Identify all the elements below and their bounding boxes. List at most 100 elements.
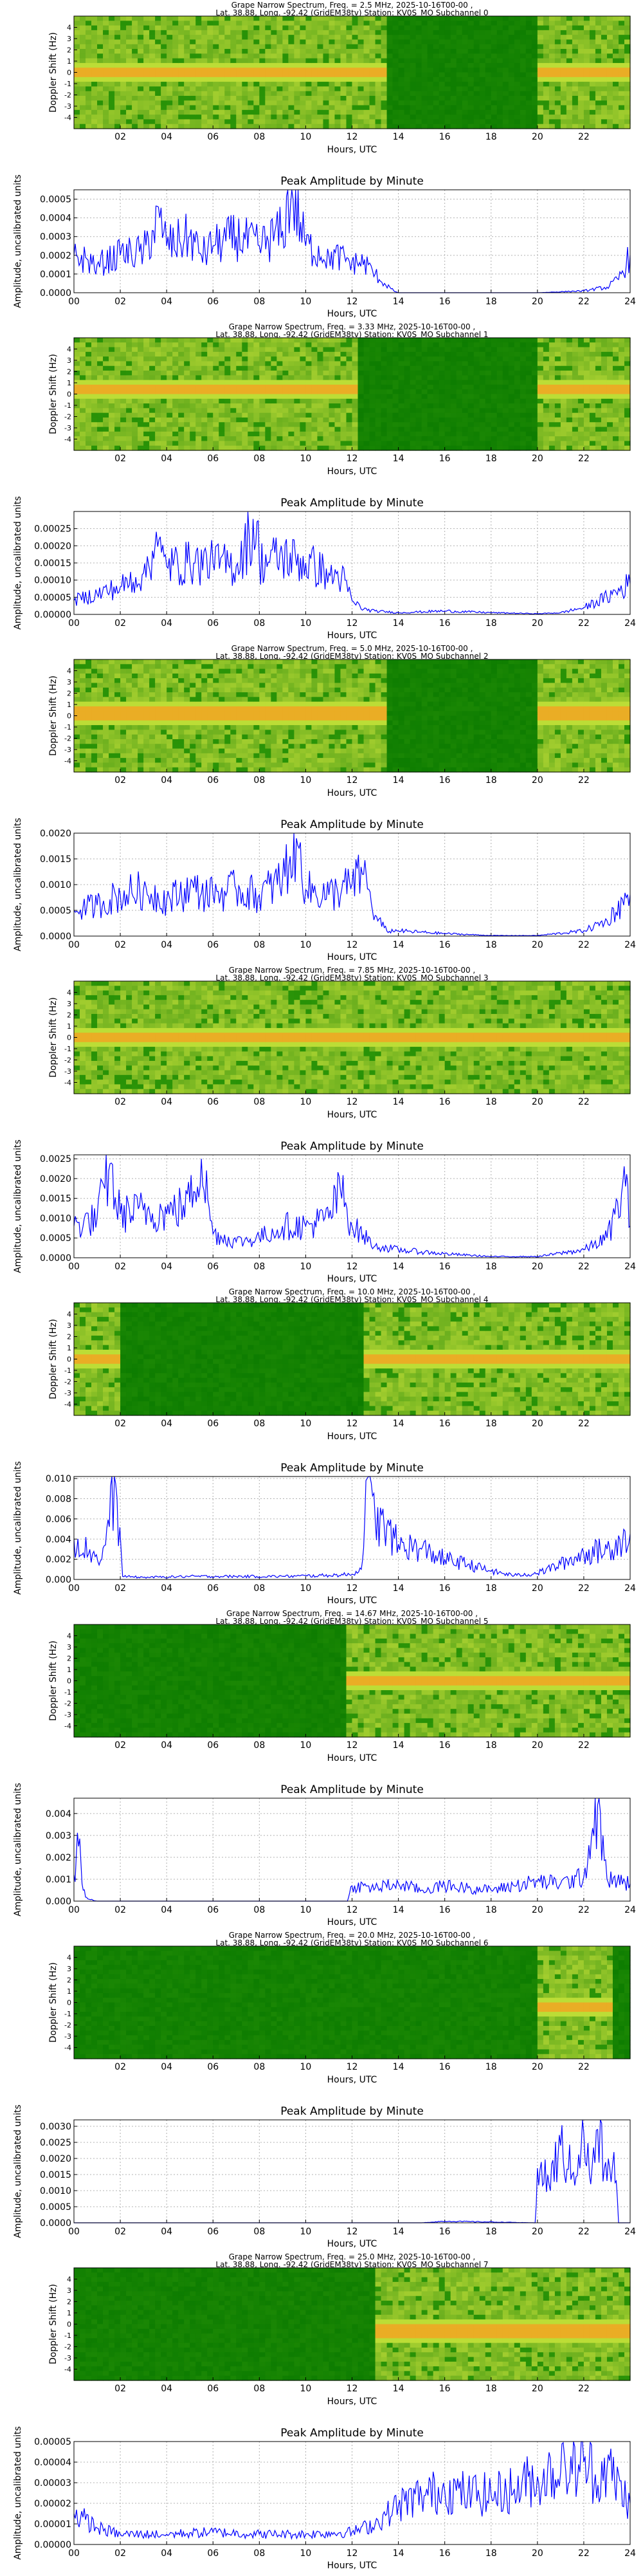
- heat-cell: [526, 375, 532, 380]
- heat-cell: [120, 347, 127, 353]
- heat-cell: [462, 44, 469, 50]
- heat-cell: [300, 124, 306, 129]
- heat-cell: [590, 73, 596, 78]
- heat-cell: [370, 403, 376, 409]
- heat-cell: [462, 26, 469, 31]
- heat-cell: [457, 106, 463, 111]
- heat-cell: [410, 361, 417, 366]
- heat-cell: [549, 413, 556, 418]
- heat-cell: [114, 68, 121, 73]
- heat-cell: [288, 63, 294, 68]
- heat-cell: [311, 59, 318, 64]
- spec-ytick-label: 1: [67, 379, 71, 387]
- heat-cell: [103, 30, 109, 35]
- heat-cell: [190, 418, 196, 423]
- heat-cell: [323, 59, 329, 64]
- heat-cell: [311, 124, 318, 129]
- heat-cell: [503, 16, 509, 21]
- heat-cell: [253, 49, 260, 54]
- heat-cell: [462, 68, 469, 73]
- heat-cell: [532, 106, 538, 111]
- heat-cell: [566, 408, 573, 413]
- heat-cell: [584, 418, 590, 423]
- heat-cell: [248, 413, 254, 418]
- heat-cell: [317, 427, 323, 432]
- heat-cell: [376, 26, 382, 31]
- heat-cell: [97, 96, 104, 101]
- heat-cell: [103, 394, 109, 400]
- heat-cell: [114, 16, 121, 21]
- heat-cell: [393, 21, 399, 26]
- heat-cell: [103, 753, 109, 759]
- heat-cell: [80, 688, 86, 693]
- heat-cell: [190, 436, 196, 441]
- heat-cell: [86, 669, 92, 674]
- heat-cell: [526, 26, 532, 31]
- heat-cell: [213, 338, 219, 343]
- heat-cell: [300, 446, 306, 451]
- heat-cell: [451, 408, 457, 413]
- heat-cell: [109, 63, 115, 68]
- heat-cell: [190, 91, 196, 97]
- heat-cell: [155, 16, 161, 21]
- heat-cell: [491, 30, 498, 35]
- heat-cell: [201, 77, 208, 82]
- heat-cell: [103, 342, 109, 347]
- heat-cell: [138, 39, 144, 44]
- heat-cell: [457, 115, 463, 120]
- heat-cell: [91, 119, 98, 124]
- heat-cell: [370, 59, 376, 64]
- heat-cell: [352, 427, 359, 432]
- heat-cell: [132, 385, 138, 390]
- heat-cell: [265, 77, 271, 82]
- heat-cell: [393, 371, 399, 376]
- heat-cell: [236, 16, 242, 21]
- heat-cell: [514, 399, 521, 404]
- heat-cell: [624, 418, 631, 423]
- heat-cell: [155, 30, 161, 35]
- heat-cell: [132, 356, 138, 362]
- heat-cell: [491, 352, 498, 357]
- heat-cell: [503, 44, 509, 50]
- heat-cell: [80, 697, 86, 702]
- heat-cell: [201, 347, 208, 353]
- heat-cell: [213, 385, 219, 390]
- heat-cell: [497, 389, 503, 394]
- heat-cell: [595, 63, 602, 68]
- heat-cell: [399, 399, 405, 404]
- heat-cell: [265, 427, 271, 432]
- heat-cell: [451, 342, 457, 347]
- heat-cell: [433, 371, 440, 376]
- heat-cell: [259, 361, 266, 366]
- heat-cell: [346, 35, 352, 40]
- heat-cell: [387, 119, 394, 124]
- heat-cell: [334, 403, 341, 409]
- heat-cell: [457, 35, 463, 40]
- amp-ytick-label: 0.0002: [40, 251, 71, 261]
- heat-cell: [404, 342, 411, 347]
- heat-cell: [190, 356, 196, 362]
- heat-cell: [532, 375, 538, 380]
- heat-cell: [149, 427, 156, 432]
- heat-cell: [624, 63, 631, 68]
- heat-cell: [294, 441, 300, 446]
- heat-cell: [503, 119, 509, 124]
- heat-cell: [114, 44, 121, 50]
- heat-cell: [376, 86, 382, 91]
- heat-cell: [381, 366, 388, 371]
- heat-cell: [248, 347, 254, 353]
- heat-cell: [393, 106, 399, 111]
- heat-cell: [340, 356, 347, 362]
- heat-cell: [566, 347, 573, 353]
- heat-cell: [259, 35, 266, 40]
- heat-cell: [451, 91, 457, 97]
- heat-cell: [503, 110, 509, 115]
- heat-cell: [288, 53, 294, 59]
- heat-cell: [468, 338, 475, 343]
- heat-cell: [213, 96, 219, 101]
- heat-cell: [120, 63, 127, 68]
- heat-cell: [172, 436, 179, 441]
- heat-cell: [462, 356, 469, 362]
- heat-cell: [242, 446, 248, 451]
- heat-cell: [503, 366, 509, 371]
